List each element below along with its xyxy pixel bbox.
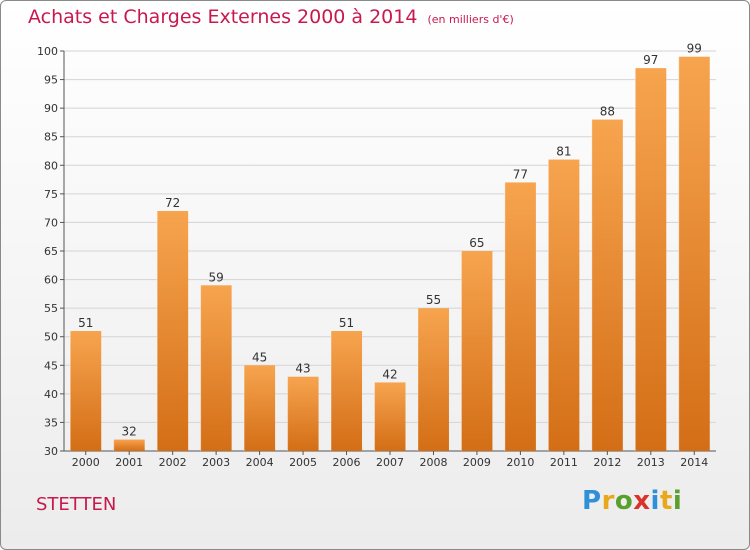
value-label: 99: [687, 42, 702, 56]
y-tick-label: 80: [44, 159, 58, 172]
bar: [287, 376, 319, 451]
logo-letter: x: [633, 486, 651, 516]
x-tick-label: 2000: [72, 456, 100, 469]
bar: [548, 159, 580, 452]
logo-letter: P: [582, 486, 602, 516]
value-label: 88: [600, 105, 615, 119]
value-label: 81: [556, 145, 571, 159]
value-label: 43: [295, 362, 310, 376]
y-tick-label: 100: [37, 45, 58, 58]
value-label: 45: [252, 350, 267, 364]
value-label: 77: [513, 167, 528, 181]
value-label: 72: [165, 196, 180, 210]
y-tick-label: 65: [44, 245, 58, 258]
value-label: 42: [382, 367, 397, 381]
bar: [417, 308, 449, 451]
chart-subtitle: (en milliers d'€): [427, 13, 514, 26]
y-tick-label: 85: [44, 131, 58, 144]
logo-letter: t: [659, 486, 673, 516]
value-label: 51: [339, 316, 354, 330]
y-tick-label: 30: [44, 445, 58, 458]
x-tick-label: 2012: [593, 456, 621, 469]
bar: [635, 68, 667, 452]
y-tick-label: 70: [44, 216, 58, 229]
x-tick-label: 2001: [115, 456, 143, 469]
commune-name: STETTEN: [36, 494, 117, 515]
bar: [157, 211, 189, 451]
x-tick-label: 2005: [289, 456, 317, 469]
bar: [504, 182, 536, 451]
x-tick-label: 2006: [333, 456, 361, 469]
y-tick-label: 60: [44, 274, 58, 287]
logo-letter: i: [672, 486, 683, 516]
proxiti-logo[interactable]: Proxiti: [582, 486, 682, 516]
value-label: 65: [469, 236, 484, 250]
x-tick-label: 2007: [376, 456, 404, 469]
bar: [678, 56, 710, 451]
x-tick-label: 2009: [463, 456, 491, 469]
bar: [461, 251, 493, 451]
bars: [69, 56, 710, 452]
logo-letter: o: [614, 486, 634, 516]
x-tick-label: 2003: [202, 456, 230, 469]
bar: [331, 331, 363, 451]
x-tick-label: 2002: [159, 456, 187, 469]
logo-letter: i: [650, 486, 660, 516]
title-text: Achats et Charges Externes 2000 à 2014: [28, 6, 418, 28]
y-tick-label: 45: [44, 359, 58, 372]
value-label: 55: [426, 293, 441, 307]
x-tick-label: 2008: [419, 456, 447, 469]
y-tick-label: 50: [44, 331, 58, 344]
logo-letter: r: [601, 486, 615, 516]
y-tick-label: 75: [44, 188, 58, 201]
bar: [113, 439, 145, 451]
chart-title: Achats et Charges Externes 2000 à 2014 (e…: [28, 6, 514, 28]
x-tick-label: 2010: [506, 456, 534, 469]
bar: [244, 365, 276, 451]
x-tick-label: 2013: [637, 456, 665, 469]
y-tick-label: 95: [44, 74, 58, 87]
x-tick-label: 2014: [680, 456, 708, 469]
bar: [374, 382, 406, 451]
value-label: 51: [78, 316, 93, 330]
y-tick-label: 55: [44, 302, 58, 315]
x-tick-label: 2004: [246, 456, 274, 469]
bar: [591, 119, 623, 452]
y-tick-label: 35: [44, 416, 58, 429]
x-tick-label: 2011: [550, 456, 578, 469]
bar: [200, 285, 232, 451]
value-label: 97: [643, 53, 658, 67]
value-label: 32: [122, 425, 137, 439]
bar: [70, 331, 102, 451]
value-label: 59: [208, 270, 223, 284]
y-tick-label: 90: [44, 102, 58, 115]
y-tick-label: 40: [44, 388, 58, 401]
labels: 30 35 40 45 50 55 60 65 70 75 80 85 90 95 100 51 2000 32 2…: [37, 42, 708, 469]
